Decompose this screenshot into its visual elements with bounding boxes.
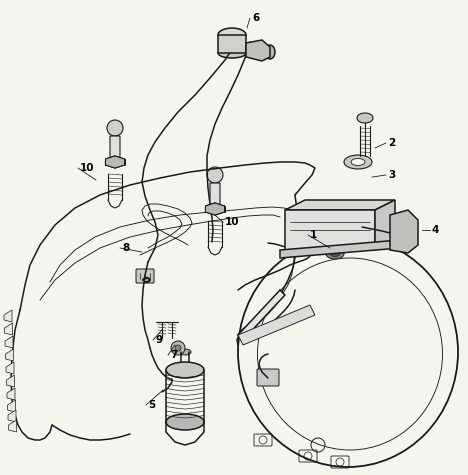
FancyBboxPatch shape — [257, 369, 279, 386]
Polygon shape — [210, 183, 220, 209]
Text: 7: 7 — [170, 350, 177, 360]
Polygon shape — [246, 40, 270, 61]
Ellipse shape — [326, 249, 344, 259]
Ellipse shape — [218, 28, 246, 42]
Circle shape — [399, 220, 405, 226]
Polygon shape — [6, 362, 14, 374]
Polygon shape — [285, 210, 375, 250]
Polygon shape — [375, 200, 395, 250]
Polygon shape — [110, 136, 120, 162]
Circle shape — [171, 341, 185, 355]
Polygon shape — [7, 400, 15, 412]
Ellipse shape — [344, 155, 372, 169]
Text: 8: 8 — [122, 243, 129, 253]
Ellipse shape — [166, 414, 204, 430]
Polygon shape — [205, 203, 225, 215]
Circle shape — [406, 230, 412, 236]
Circle shape — [207, 167, 223, 183]
Polygon shape — [390, 210, 418, 253]
Circle shape — [406, 220, 412, 226]
Ellipse shape — [179, 349, 191, 355]
Text: 3: 3 — [388, 170, 395, 180]
Polygon shape — [4, 310, 12, 322]
Circle shape — [392, 230, 398, 236]
Polygon shape — [218, 35, 246, 53]
Polygon shape — [285, 200, 395, 210]
Text: 9: 9 — [155, 335, 162, 345]
Polygon shape — [8, 410, 16, 422]
Polygon shape — [105, 156, 124, 168]
Polygon shape — [5, 323, 13, 335]
Ellipse shape — [330, 251, 339, 256]
Text: 2: 2 — [388, 138, 395, 148]
Polygon shape — [238, 305, 315, 345]
Polygon shape — [238, 290, 285, 340]
Circle shape — [399, 230, 405, 236]
Text: 4: 4 — [432, 225, 439, 235]
Circle shape — [107, 120, 123, 136]
Text: 5: 5 — [148, 400, 155, 410]
FancyBboxPatch shape — [136, 269, 154, 283]
Polygon shape — [280, 240, 400, 258]
Text: 1: 1 — [310, 230, 317, 240]
Circle shape — [175, 345, 181, 351]
Ellipse shape — [265, 45, 275, 59]
Ellipse shape — [351, 159, 365, 165]
Ellipse shape — [357, 113, 373, 123]
Ellipse shape — [218, 48, 246, 58]
Text: 6: 6 — [252, 13, 259, 23]
Ellipse shape — [166, 362, 204, 378]
Polygon shape — [8, 420, 16, 432]
Circle shape — [392, 220, 398, 226]
Polygon shape — [7, 388, 15, 400]
Polygon shape — [7, 375, 15, 387]
Text: 10: 10 — [225, 217, 240, 227]
Polygon shape — [5, 336, 13, 348]
Polygon shape — [6, 349, 14, 361]
Text: 10: 10 — [80, 163, 95, 173]
